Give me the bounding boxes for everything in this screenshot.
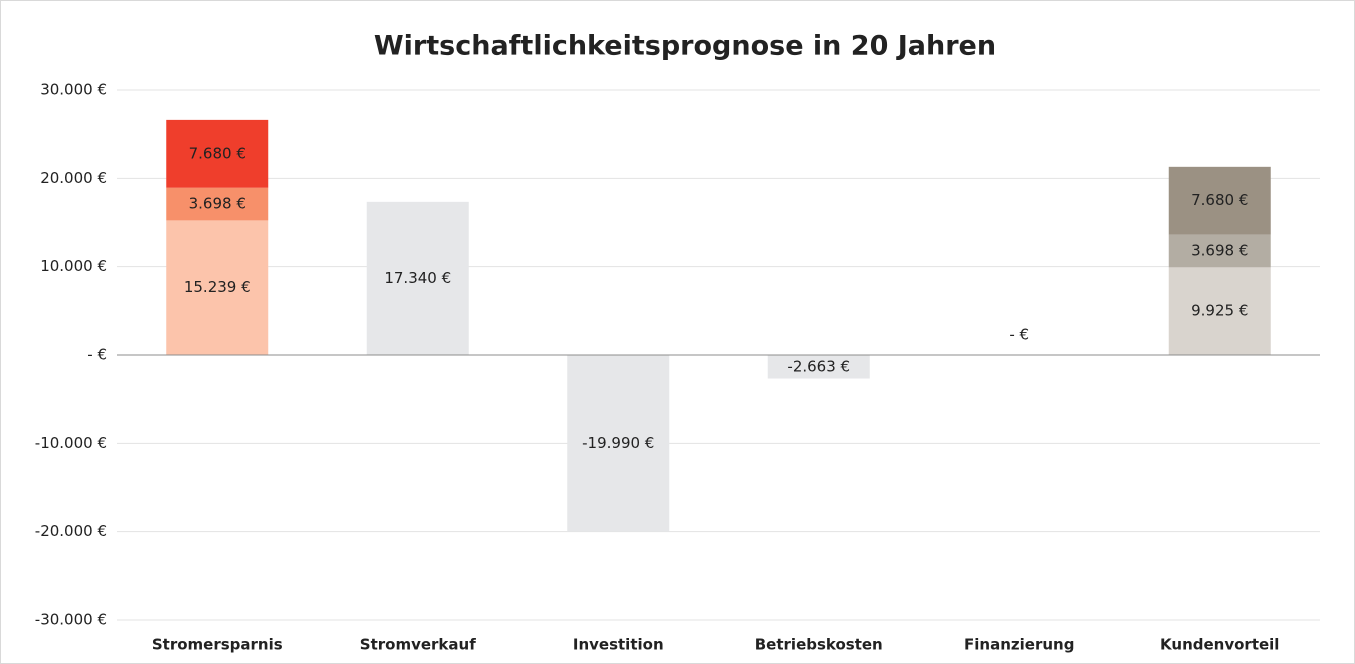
x-tick-label: Investition [573, 636, 664, 654]
bar-segment [166, 187, 269, 221]
data-label: 3.698 € [189, 195, 246, 213]
bar-segment [166, 220, 269, 355]
x-tick-label: Stromersparnis [152, 636, 283, 654]
x-tick-label: Kundenvorteil [1160, 636, 1279, 654]
bar-segment [1168, 166, 1271, 235]
data-label: 7.680 € [189, 144, 246, 162]
bar-segment [767, 355, 870, 379]
data-label: 3.698 € [1191, 241, 1248, 259]
x-tick-label: Stromverkauf [360, 636, 476, 654]
y-tick-label: 30.000 € [40, 81, 107, 99]
data-label: 9.925 € [1191, 302, 1248, 320]
bar-segment [366, 201, 469, 355]
bar-segment [567, 355, 670, 532]
y-tick-label: -30.000 € [35, 611, 107, 629]
data-label: 15.239 € [184, 278, 251, 296]
x-tick-label: Finanzierung [964, 636, 1074, 654]
y-tick-label: -20.000 € [35, 522, 107, 540]
data-label: 7.680 € [1191, 191, 1248, 209]
y-tick-label: - € [87, 346, 107, 364]
bar-segment [166, 119, 269, 188]
chart-title: Wirtschaftlichkeitsprognose in 20 Jahren [374, 31, 996, 62]
data-label: 17.340 € [384, 269, 451, 287]
data-label: - € [1009, 326, 1029, 344]
x-tick-label: Betriebskosten [755, 636, 883, 654]
y-tick-label: 20.000 € [40, 169, 107, 187]
y-tick-label: -10.000 € [35, 434, 107, 452]
y-tick-label: 10.000 € [40, 257, 107, 275]
data-label: -19.990 € [582, 434, 654, 452]
bar-segment [1168, 234, 1271, 268]
bar-segment [1168, 267, 1271, 355]
data-label: -2.663 € [787, 357, 850, 375]
